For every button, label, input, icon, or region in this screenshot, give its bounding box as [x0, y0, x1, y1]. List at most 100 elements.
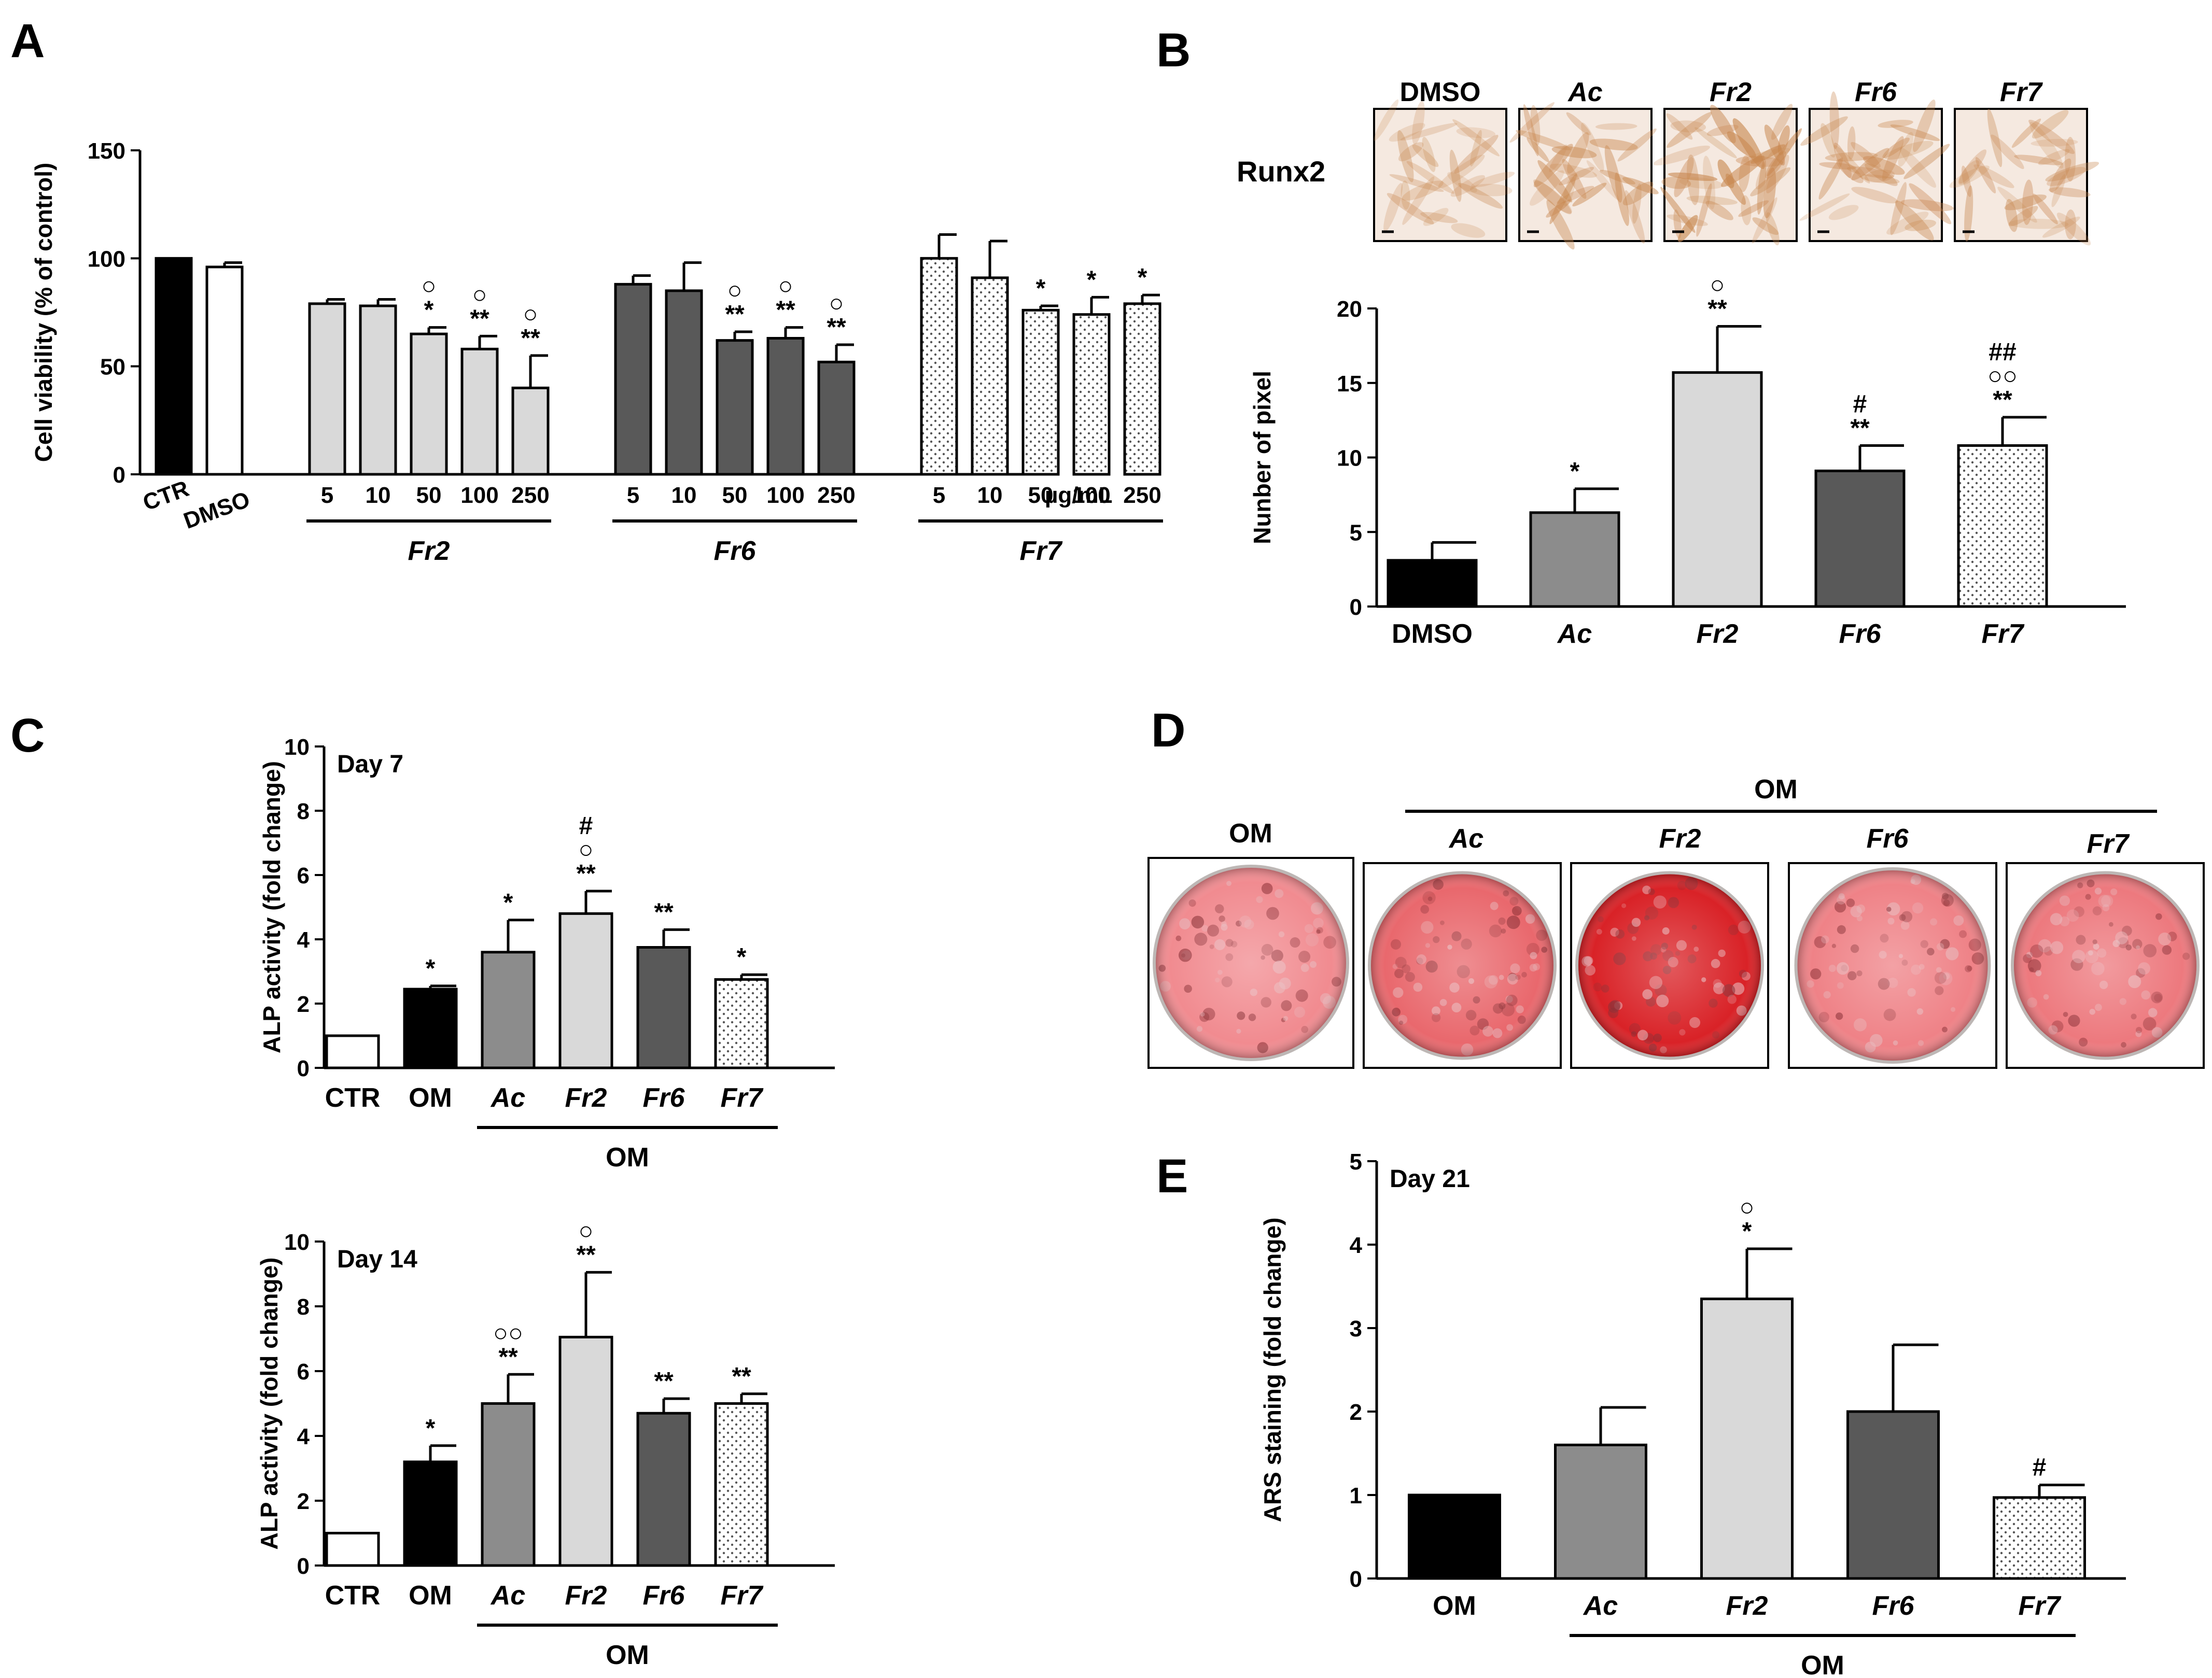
bar — [714, 1402, 769, 1567]
bar — [1814, 469, 1906, 608]
significance-marker: ** — [1850, 415, 1870, 442]
image-label: DMSO — [1400, 77, 1481, 107]
x-tick-label: Fr6 — [1839, 619, 1882, 649]
y-tick-label: 15 — [1337, 371, 1362, 397]
x-tick-label: CTR — [325, 1083, 381, 1113]
y-tick-label: 10 — [284, 735, 310, 760]
bar — [308, 302, 346, 476]
bar — [1672, 371, 1763, 608]
y-tick-label: 2 — [297, 992, 310, 1017]
significance-marker: * — [1570, 458, 1580, 485]
group-label: Fr2 — [408, 536, 450, 566]
runx2-micrograph — [1509, 102, 1659, 250]
y-tick-label: 8 — [297, 799, 310, 824]
significance-marker: * — [426, 955, 436, 982]
well-label: Fr7 — [2087, 829, 2130, 859]
significance-marker: * — [737, 943, 747, 971]
y-tick-label: 1 — [1350, 1483, 1362, 1508]
ars-well-image — [1147, 857, 1354, 1069]
x-tick-label: OM — [1433, 1591, 1476, 1621]
chart-title: Day 21 — [1390, 1165, 1470, 1193]
y-tick-label: 3 — [1350, 1316, 1362, 1342]
y-tick-label: 10 — [1337, 446, 1362, 471]
x-tick-label: 250 — [1123, 483, 1161, 508]
bar — [766, 337, 805, 476]
significance-marker: ## — [1989, 339, 2016, 366]
unit-label: µg/mL — [1045, 483, 1112, 508]
significance-marker: * — [503, 889, 513, 916]
x-tick-label: Ac — [1583, 1591, 1618, 1621]
significance-marker: ** — [498, 1343, 518, 1371]
x-tick-label: Fr6 — [643, 1083, 685, 1113]
ars-well-image — [2006, 862, 2205, 1069]
y-tick-label: 2 — [297, 1489, 310, 1514]
ars-well-image — [1363, 862, 1562, 1069]
y-tick-label: 4 — [297, 927, 310, 953]
group-label: Fr7 — [1020, 536, 1063, 566]
well-label: Fr2 — [1659, 824, 1701, 854]
significance-marker: * — [426, 1415, 436, 1442]
bar — [1700, 1298, 1794, 1580]
bar — [155, 257, 193, 476]
x-tick-label: 50 — [1028, 483, 1054, 508]
runx2-images: Runx2 DMSO Ac Fr2 Fr6 Fr7 — [1237, 77, 2099, 250]
x-tick-label: Fr2 — [565, 1083, 607, 1113]
x-tick-label: Fr7 — [2019, 1591, 2062, 1621]
y-tick-label: 100 — [88, 246, 125, 272]
y-tick-label: 4 — [297, 1424, 310, 1449]
significance-marker: ** — [725, 301, 745, 328]
bar — [558, 912, 613, 1069]
significance-marker: * — [1087, 266, 1097, 293]
bar — [1123, 302, 1161, 476]
bar — [1993, 1496, 2086, 1580]
y-tick-label: 0 — [113, 462, 125, 488]
x-tick-label: 5 — [933, 483, 945, 508]
significance-marker: # — [579, 812, 593, 840]
significance-marker: ○ — [422, 273, 437, 300]
bar — [636, 946, 691, 1069]
x-tick-label: 250 — [817, 483, 855, 508]
group-label: OM — [606, 1640, 649, 1670]
runx2-micrograph — [1373, 99, 1515, 242]
y-tick-label: 50 — [100, 355, 125, 380]
image-label: Fr2 — [1710, 77, 1752, 107]
bar — [558, 1335, 613, 1567]
x-tick-label: Fr6 — [643, 1581, 685, 1611]
runx2-micrograph — [1949, 108, 2099, 246]
row-label-runx2: Runx2 — [1237, 155, 1325, 188]
group-label-om: OM — [1754, 774, 1798, 805]
panel-label-b: B — [1156, 24, 1191, 77]
significance-marker: * — [1036, 275, 1046, 302]
significance-marker: ○○ — [493, 1319, 523, 1347]
bar — [403, 988, 458, 1069]
y-tick-label: 5 — [1350, 1149, 1362, 1175]
significance-marker: ** — [827, 314, 846, 341]
significance-marker: * — [1742, 1218, 1752, 1245]
bar — [410, 332, 448, 476]
significance-marker: ○ — [579, 836, 594, 864]
x-tick-label: Fr7 — [721, 1083, 764, 1113]
significance-marker: ** — [1707, 295, 1727, 323]
y-tick-label: 0 — [1350, 1567, 1362, 1592]
bar — [481, 951, 536, 1069]
y-tick-label: 0 — [1350, 595, 1362, 620]
bar — [359, 304, 397, 476]
image-label: Ac — [1567, 77, 1603, 107]
bar — [511, 386, 550, 476]
significance-marker: # — [1853, 391, 1867, 418]
x-tick-label: OM — [409, 1083, 452, 1113]
x-tick-label: Ac — [1557, 619, 1592, 649]
y-tick-label: 0 — [297, 1056, 310, 1081]
bar — [714, 978, 769, 1069]
y-tick-label: 5 — [1350, 520, 1362, 545]
significance-marker: ** — [576, 1241, 596, 1268]
x-tick-label: CTR — [325, 1581, 381, 1611]
y-tick-label: 2 — [1350, 1400, 1362, 1425]
chart-e-ars-staining: 0 1 2 3 4 5 ARS staining (fold change) Day 21 OM… — [1259, 1149, 2126, 1678]
x-tick-label: 250 — [511, 483, 549, 508]
x-tick-label: 5 — [627, 483, 639, 508]
y-axis-label: Cell viability (% of control) — [30, 163, 57, 462]
